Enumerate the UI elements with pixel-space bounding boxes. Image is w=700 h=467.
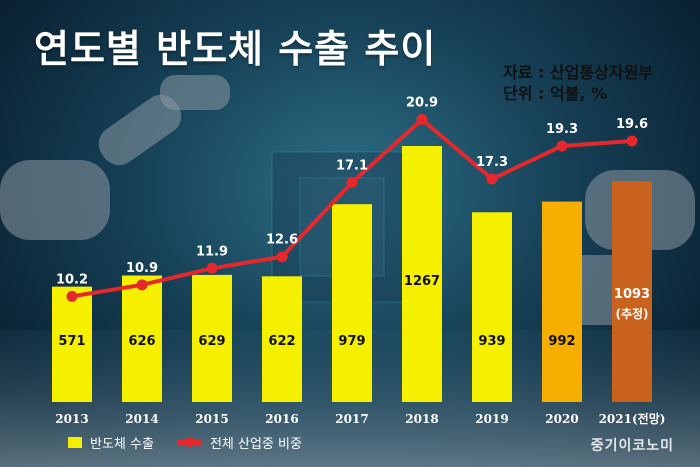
line-value-label: 19.3 — [546, 122, 578, 137]
line-value-label: 20.9 — [406, 96, 438, 111]
line-point — [416, 114, 428, 126]
x-tick-label: 2018 — [405, 412, 438, 426]
chart-title: 연도별 반도체 수출 추이 — [34, 27, 437, 71]
line-value-label: 19.6 — [616, 117, 648, 132]
line-point — [556, 140, 568, 152]
bar — [332, 204, 372, 402]
line-value-label: 10.2 — [56, 272, 88, 287]
bar — [402, 146, 442, 402]
bar — [542, 201, 582, 402]
bar-value-label: 629 — [198, 334, 225, 349]
bar-value-label: 1093 — [614, 287, 650, 302]
line-point — [276, 251, 288, 263]
bar-value-label: 1267 — [404, 274, 440, 289]
line-value-label: 17.1 — [336, 158, 368, 173]
x-tick-label: 2016 — [265, 412, 298, 426]
x-tick-label: 2015 — [195, 412, 228, 426]
bar-note-label: (추정) — [615, 306, 648, 321]
line-point — [486, 173, 498, 185]
line-value-label: 11.9 — [196, 244, 228, 259]
bar — [472, 212, 512, 402]
bar-value-label: 571 — [58, 334, 85, 349]
x-tick-label: 2017 — [335, 412, 368, 426]
line-point — [626, 135, 638, 147]
bar — [192, 274, 232, 402]
bar — [52, 286, 92, 402]
bar — [612, 181, 652, 402]
bar — [122, 275, 162, 402]
x-tick-label: 2021(전망) — [599, 411, 666, 426]
line-value-label: 12.6 — [266, 233, 298, 248]
x-tick-label: 2020 — [545, 412, 578, 426]
line-point — [136, 279, 148, 291]
legend-bar-label: 반도체 수출 — [90, 437, 154, 452]
unit-line: 단위 : 억불, % — [503, 84, 608, 103]
legend: 반도체 수출 전체 산업중 비중 — [68, 433, 302, 452]
bar-value-label: 979 — [338, 334, 365, 349]
meta-info: 자료 : 산업통상자원부 단위 : 억불, % — [503, 62, 653, 104]
legend-line-label: 전체 산업중 비중 — [209, 437, 302, 452]
bar-value-label: 992 — [548, 334, 575, 349]
legend-bar-swatch — [68, 437, 82, 448]
source-line: 자료 : 산업통상자원부 — [503, 63, 654, 82]
legend-line-swatch — [177, 437, 202, 447]
line-point — [66, 290, 78, 302]
robot-arm-left — [0, 75, 230, 240]
x-tick-label: 2014 — [125, 412, 158, 426]
line-value-label: 10.9 — [126, 261, 158, 276]
line-point — [206, 262, 218, 274]
bar-value-label: 939 — [478, 334, 505, 349]
bar-value-label: 626 — [128, 334, 155, 349]
x-tick-label: 2013 — [55, 412, 88, 426]
x-tick-label: 2019 — [475, 412, 508, 426]
line-point — [346, 176, 358, 188]
line-value-label: 17.3 — [476, 155, 508, 170]
bar-value-label: 622 — [268, 334, 295, 349]
watermark-logo: 중기이코노미 — [590, 438, 674, 454]
bar — [262, 276, 302, 402]
